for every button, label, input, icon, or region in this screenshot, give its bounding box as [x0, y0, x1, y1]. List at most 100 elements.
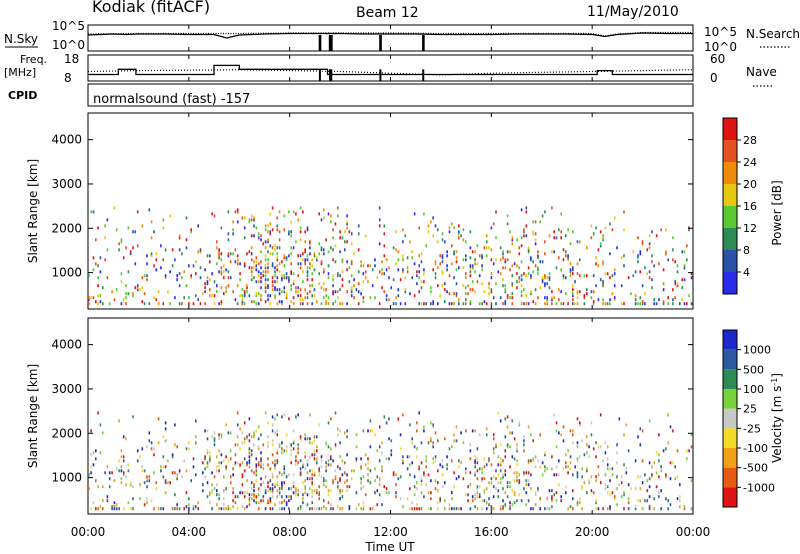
power-cell	[641, 300, 644, 304]
power-cell	[353, 284, 355, 288]
power-cell	[297, 290, 299, 294]
velocity-cell	[378, 459, 381, 463]
power-cell	[590, 236, 593, 240]
power-cell	[285, 292, 288, 296]
velocity-cell	[271, 491, 274, 495]
power-cell	[276, 268, 279, 272]
velocity-cell	[160, 507, 162, 511]
power-cell	[122, 298, 125, 302]
velocity-cell	[304, 479, 306, 483]
power-cell	[167, 290, 169, 294]
power-cell	[662, 268, 665, 272]
velocity-cell	[565, 485, 567, 489]
freq-spike	[379, 69, 382, 81]
velocity-cell	[297, 443, 299, 447]
power-cell	[302, 302, 304, 306]
power-cell	[458, 266, 460, 270]
velocity-cell	[278, 501, 281, 505]
velocity-cell	[120, 455, 123, 459]
power-cell	[297, 218, 299, 222]
velocity-cell	[209, 455, 211, 459]
power-cell	[269, 230, 272, 234]
power-cell	[562, 302, 565, 306]
power-cell	[276, 288, 279, 292]
power-cell	[420, 260, 423, 264]
velocity-cell	[292, 441, 295, 445]
power-cell	[676, 264, 679, 268]
power-cell	[241, 288, 244, 292]
velocity-cell	[334, 475, 337, 479]
velocity-cell	[502, 507, 504, 511]
velocity-cell	[555, 445, 558, 449]
power-cell	[246, 290, 248, 294]
velocity-cell	[427, 441, 430, 445]
power-cell	[302, 258, 304, 262]
velocity-cell	[444, 499, 446, 503]
velocity-cell	[381, 503, 383, 507]
velocity-cell	[299, 459, 302, 463]
power-cell	[448, 230, 451, 234]
power-cell	[229, 260, 232, 264]
velocity-cell	[565, 491, 567, 495]
power-cell	[216, 262, 218, 266]
velocity-cell	[388, 457, 390, 461]
velocity-cell	[653, 497, 655, 501]
velocity-cell	[283, 449, 286, 453]
velocity-cell	[292, 429, 295, 433]
velocity-cell	[437, 501, 439, 505]
power-cell	[157, 302, 160, 306]
velocity-cell	[113, 479, 116, 483]
velocity-cell	[216, 503, 218, 507]
velocity-cell	[271, 423, 274, 427]
power-cell	[672, 248, 674, 252]
power-cell	[458, 302, 460, 306]
velocity-cell	[204, 455, 206, 459]
power-cell	[525, 274, 528, 278]
power-cell	[271, 262, 274, 266]
velocity-cell	[311, 507, 313, 511]
power-cell	[509, 268, 511, 272]
power-cell	[264, 264, 267, 268]
power-cell	[583, 294, 586, 298]
power-cell	[458, 232, 460, 236]
power-cell	[364, 234, 367, 238]
velocity-cell	[458, 465, 460, 469]
velocity-cell	[195, 419, 197, 423]
power-cell	[537, 256, 539, 260]
power-cell	[290, 272, 292, 276]
power-cell	[583, 296, 586, 300]
power-cell	[658, 262, 660, 266]
velocity-cell	[602, 459, 604, 463]
velocity-cell	[378, 445, 381, 449]
velocity-cell	[469, 443, 472, 447]
velocity-cell	[260, 433, 262, 437]
power-cell	[565, 234, 567, 238]
power-cell	[488, 246, 490, 250]
power-cell	[416, 282, 418, 286]
power-cell	[451, 302, 453, 306]
velocity-cell	[309, 441, 311, 445]
power-cell	[213, 294, 216, 298]
velocity-cell	[150, 447, 153, 451]
velocity-cell	[648, 505, 651, 509]
velocity-cell	[432, 423, 434, 427]
power-cell	[648, 242, 651, 246]
velocity-cell	[146, 445, 148, 449]
power-cell	[532, 300, 534, 304]
power-cell	[527, 246, 530, 250]
power-cell	[441, 238, 444, 242]
velocity-cell	[465, 467, 467, 471]
power-cell	[567, 228, 569, 232]
power-cell	[620, 256, 623, 260]
velocity-cell	[425, 483, 427, 487]
power-cell	[297, 286, 299, 290]
velocity-cell	[439, 497, 441, 501]
velocity-cell	[420, 441, 423, 445]
velocity-cell	[337, 481, 339, 485]
power-cell	[346, 290, 348, 294]
velocity-cell	[97, 507, 99, 511]
noise-lines	[87, 31, 693, 51]
velocity-cell	[523, 449, 525, 453]
velocity-cell	[90, 507, 92, 511]
